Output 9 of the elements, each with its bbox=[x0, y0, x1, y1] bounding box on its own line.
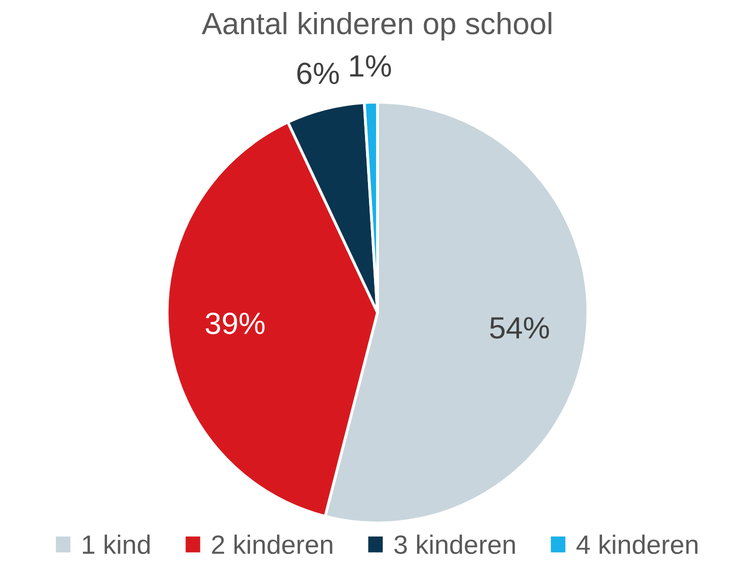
legend-label: 2 kinderen bbox=[212, 534, 332, 554]
data-label: 1% bbox=[350, 55, 391, 77]
chart-title: Aantal kinderen op school bbox=[202, 12, 552, 40]
legend-label: 3 kinderen bbox=[394, 534, 515, 554]
legend-label: 1 kind bbox=[82, 534, 150, 554]
data-label: 6% bbox=[297, 62, 339, 84]
data-label: 39% bbox=[206, 312, 265, 334]
legend-label: 4 kinderen bbox=[576, 534, 698, 554]
data-label: 54% bbox=[490, 317, 549, 339]
